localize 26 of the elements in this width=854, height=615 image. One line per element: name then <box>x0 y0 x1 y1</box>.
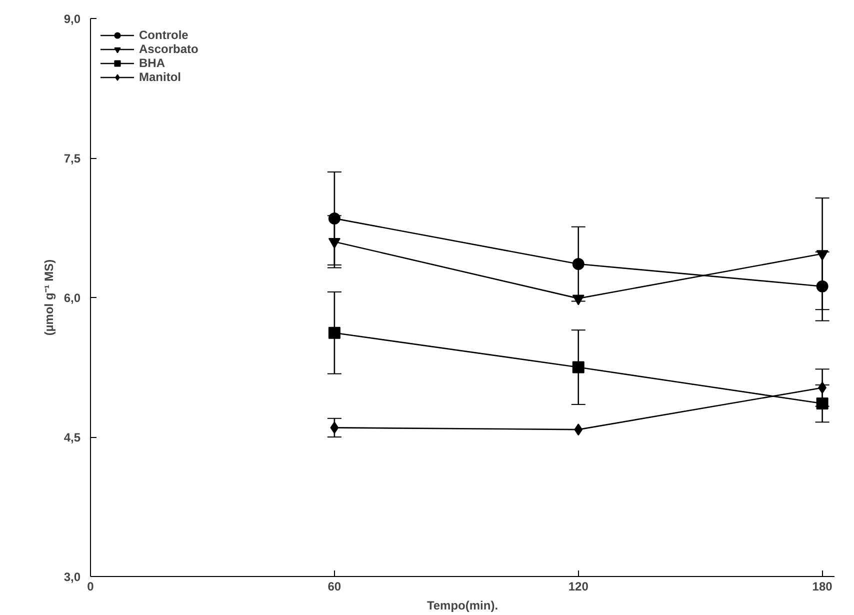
x-tick-label: 180 <box>812 580 833 594</box>
x-axis-title: Tempo(min). <box>426 598 498 612</box>
legend-label: Controle <box>139 28 188 42</box>
legend-label: Manitol <box>139 70 181 84</box>
x-tick-label: 120 <box>568 580 589 594</box>
x-tick-label: 60 <box>328 580 342 594</box>
point <box>328 212 340 224</box>
point <box>816 250 828 261</box>
y-tick-label: 4,5 <box>64 430 81 444</box>
point <box>572 361 584 374</box>
point <box>572 258 584 270</box>
y-tick-label: 9,0 <box>64 12 81 26</box>
legend-label: Ascorbato <box>139 42 198 56</box>
point <box>328 326 340 339</box>
y-tick-label: 3,0 <box>64 570 81 584</box>
point <box>816 280 828 292</box>
point <box>816 398 828 410</box>
point <box>572 294 584 306</box>
y-tick-label: 7,5 <box>64 152 81 166</box>
x-tick-label: 0 <box>87 580 94 594</box>
point <box>574 424 583 436</box>
y-tick-label: 6,0 <box>64 291 81 305</box>
point <box>330 422 339 434</box>
y-axis-title: (µmol g⁻¹ MS) <box>42 259 56 336</box>
point <box>328 238 340 249</box>
legend-label: BHA <box>139 56 165 70</box>
